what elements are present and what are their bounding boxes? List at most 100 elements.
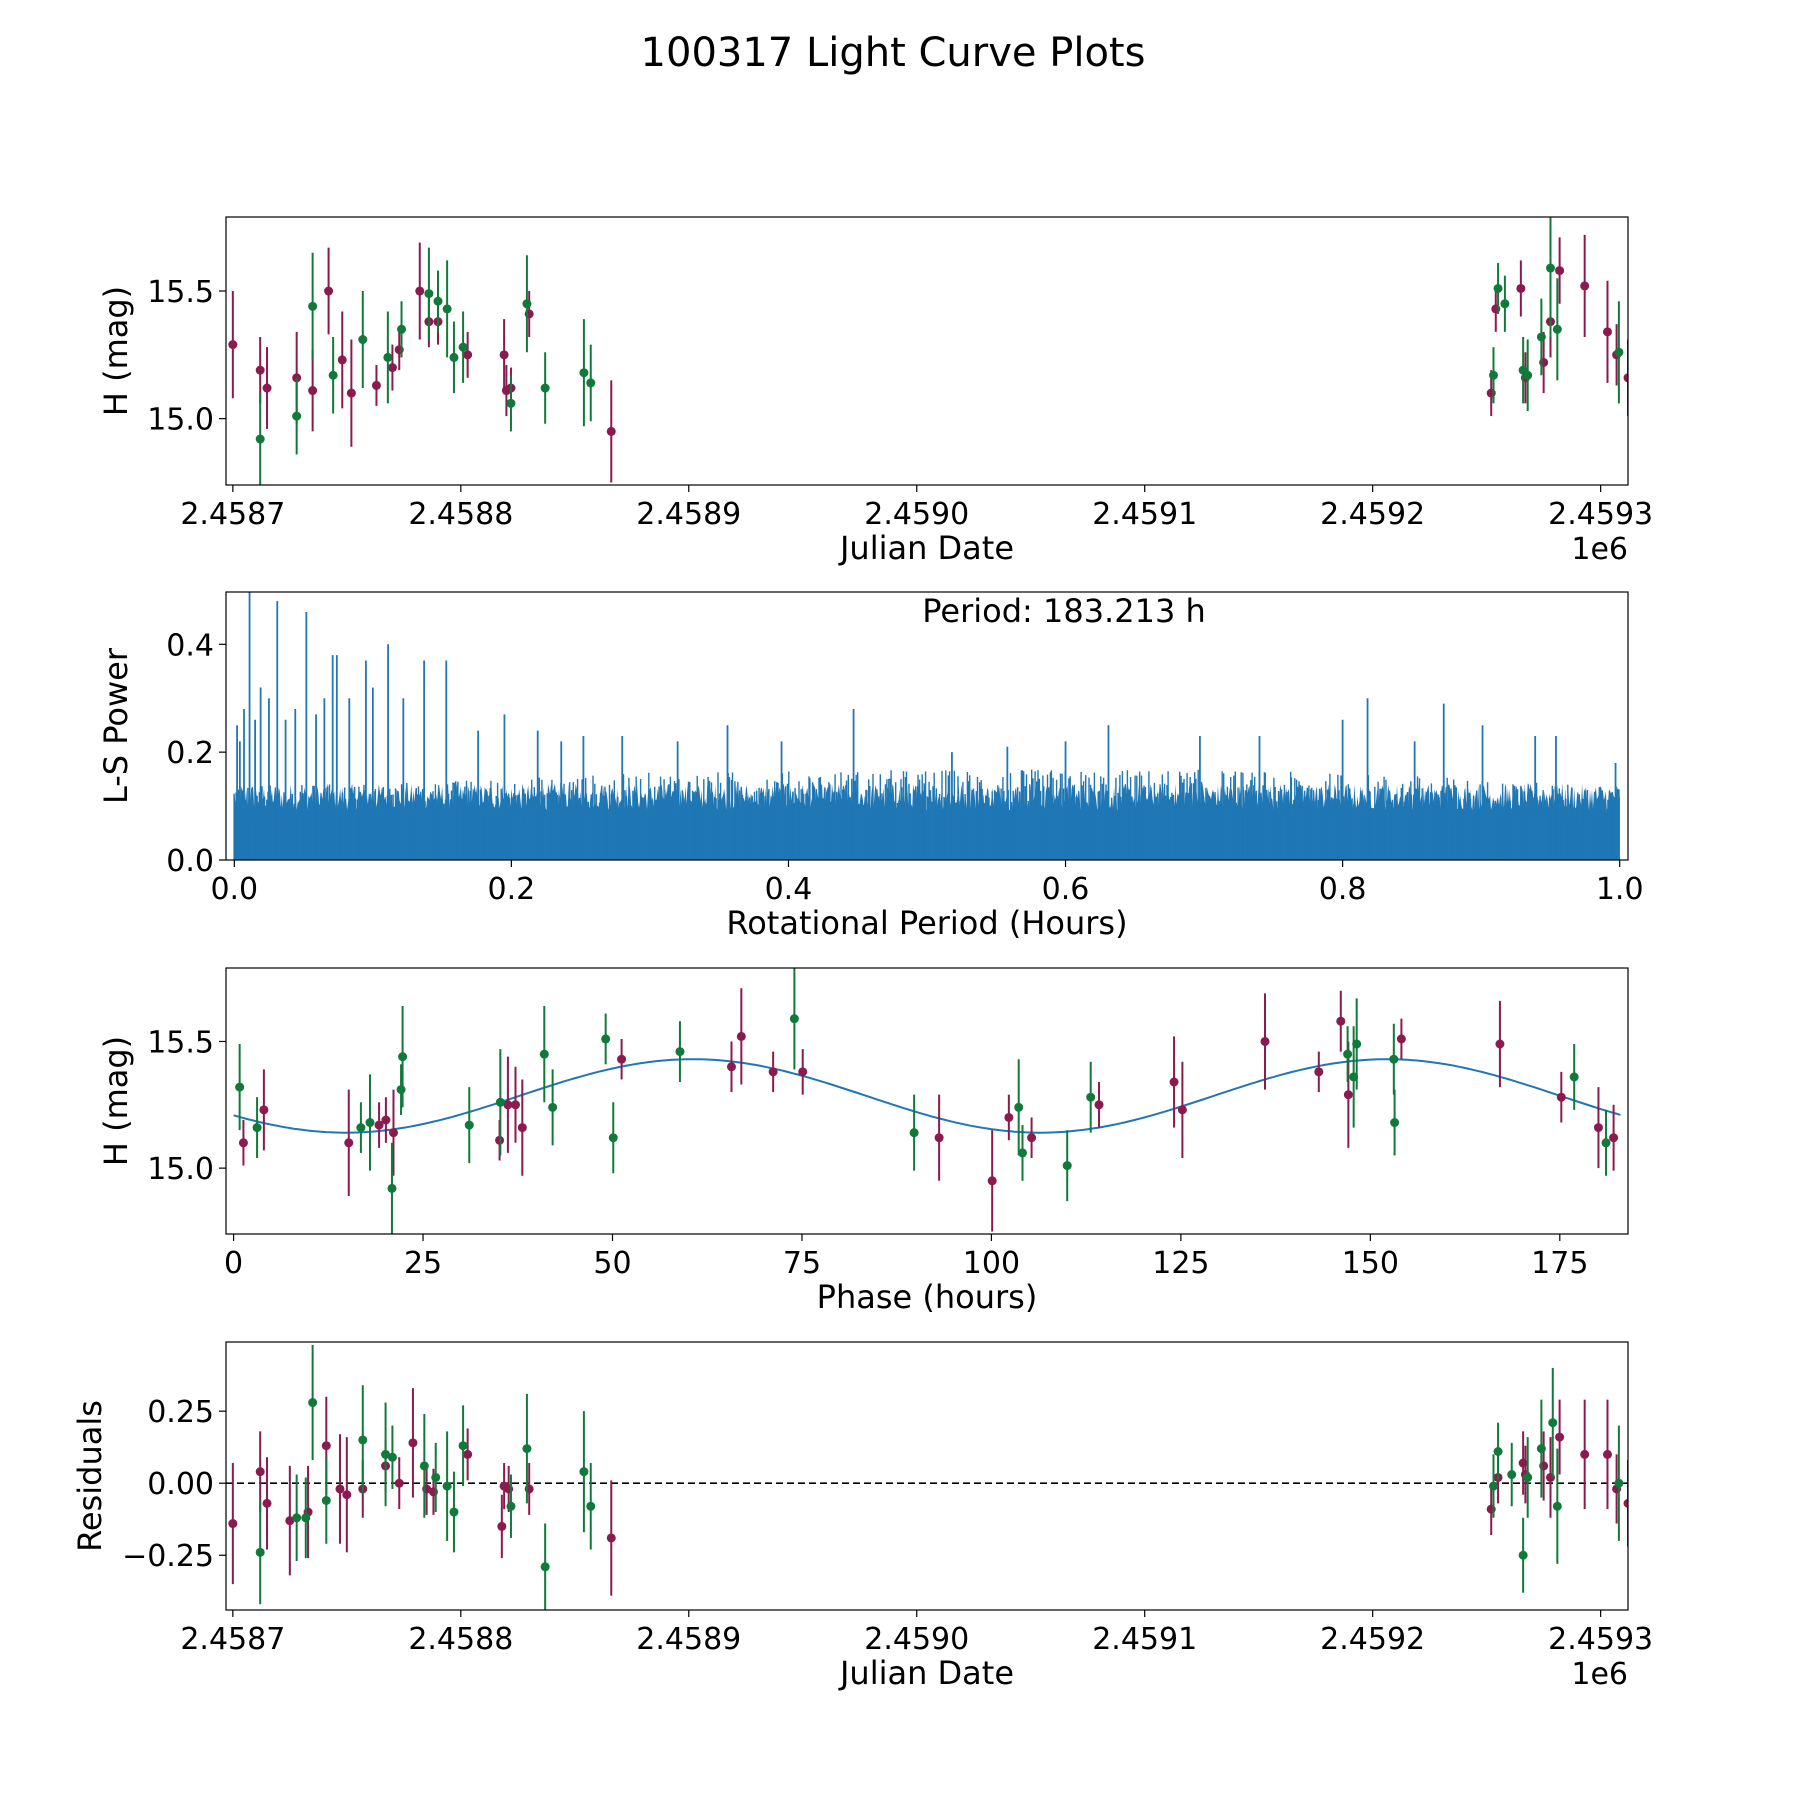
x-tick-label: 100	[963, 1246, 1020, 1281]
data-point	[431, 1472, 441, 1482]
data-point	[1343, 1049, 1353, 1059]
data-point	[415, 286, 425, 296]
data-point	[1518, 1550, 1528, 1560]
data-point	[1523, 1472, 1533, 1482]
data-point	[255, 434, 265, 444]
data-point	[1548, 1418, 1558, 1428]
y-axis-label: H (mag)	[97, 286, 135, 416]
data-point	[539, 1049, 549, 1059]
data-point	[255, 365, 265, 375]
data-point	[1580, 281, 1590, 291]
data-point	[934, 1133, 944, 1143]
data-point	[228, 1519, 238, 1529]
data-point	[342, 1490, 352, 1500]
data-point	[540, 383, 550, 393]
data-point	[463, 1449, 473, 1459]
data-point	[1614, 347, 1624, 357]
data-point	[433, 296, 443, 306]
data-point	[608, 1133, 618, 1143]
x-tick-label: 2.4589	[636, 1622, 741, 1657]
figure-title: 100317 Light Curve Plots	[641, 30, 1146, 76]
plot-area	[233, 592, 1620, 860]
x-tick-label: 0	[224, 1246, 243, 1281]
data-point	[540, 1562, 550, 1572]
fit-curve	[233, 1058, 1621, 1134]
data-point	[1488, 1481, 1498, 1491]
data-point	[346, 388, 356, 398]
data-point	[285, 1516, 295, 1526]
data-point	[1500, 299, 1510, 309]
data-point	[324, 286, 334, 296]
data-point	[301, 1513, 311, 1523]
x-tick-label: 2.4592	[1320, 1622, 1425, 1657]
data-point	[522, 299, 532, 309]
data-point	[1602, 327, 1612, 337]
data-point	[506, 1501, 516, 1511]
x-axis-label: Julian Date	[838, 1654, 1014, 1692]
data-point	[1495, 1039, 1505, 1049]
data-point	[1169, 1077, 1179, 1087]
x-tick-label: 175	[1531, 1246, 1588, 1281]
data-point	[1614, 1478, 1624, 1488]
data-point	[1493, 283, 1503, 293]
data-point	[1396, 1034, 1406, 1044]
data-point	[424, 289, 434, 299]
data-point	[497, 1521, 507, 1531]
data-point	[517, 1123, 527, 1133]
data-point	[344, 1138, 354, 1148]
plot-area	[228, 217, 1628, 485]
data-point	[1536, 1444, 1546, 1454]
x-tick-label: 2.4590	[864, 1622, 969, 1657]
data-point	[1601, 1138, 1611, 1148]
data-point	[1555, 266, 1565, 276]
data-point	[1094, 1100, 1104, 1110]
x-axis-label: Phase (hours)	[817, 1278, 1038, 1316]
data-point	[381, 1449, 391, 1459]
y-tick-label: 15.0	[147, 403, 214, 438]
data-point	[1260, 1036, 1270, 1046]
y-tick-label: 15.5	[147, 1025, 214, 1060]
data-point	[1389, 1054, 1399, 1064]
light-curve-panel: 2.4587 2.4588 2.4589 2.4590 2.4591 2.4592 2.45…	[97, 216, 1653, 567]
data-point	[387, 1183, 397, 1193]
data-point	[464, 1120, 474, 1130]
data-point	[1062, 1161, 1072, 1171]
data-point	[449, 352, 459, 362]
data-point	[1609, 1133, 1619, 1143]
x-axis-label: Julian Date	[838, 529, 1014, 567]
data-point	[388, 1128, 398, 1138]
data-point	[442, 1481, 452, 1491]
data-point	[358, 1435, 368, 1445]
y-tick-label: 0.00	[147, 1467, 214, 1502]
data-point	[228, 340, 238, 350]
data-point	[387, 1452, 397, 1462]
y-tick-label: 15.0	[147, 1152, 214, 1187]
data-point	[1556, 1092, 1566, 1102]
y-tick-label: 0.2	[166, 736, 214, 771]
data-point	[586, 1501, 596, 1511]
data-point	[548, 1102, 558, 1112]
x-tick-label: 50	[593, 1246, 631, 1281]
data-point	[909, 1128, 919, 1138]
data-point	[356, 1123, 366, 1133]
data-point	[798, 1067, 808, 1077]
data-point	[606, 426, 616, 436]
x-tick-label: 25	[404, 1246, 442, 1281]
data-point	[1177, 1105, 1187, 1115]
data-point	[308, 386, 318, 396]
period-annotation: Period: 183.213 h	[922, 592, 1206, 630]
y-tick-label: 0.4	[166, 628, 214, 663]
x-tick-label: 2.4588	[408, 1622, 513, 1657]
data-point	[262, 383, 272, 393]
data-point	[789, 1014, 799, 1024]
x-tick-label: 0.2	[488, 872, 536, 907]
y-tick-label: 15.5	[147, 275, 214, 310]
data-point	[458, 342, 468, 352]
data-point	[308, 1398, 318, 1408]
x-tick-label: 2.4587	[180, 497, 285, 532]
x-tick-label: 1.0	[1596, 872, 1644, 907]
data-point	[1536, 332, 1546, 342]
data-point	[308, 301, 318, 311]
